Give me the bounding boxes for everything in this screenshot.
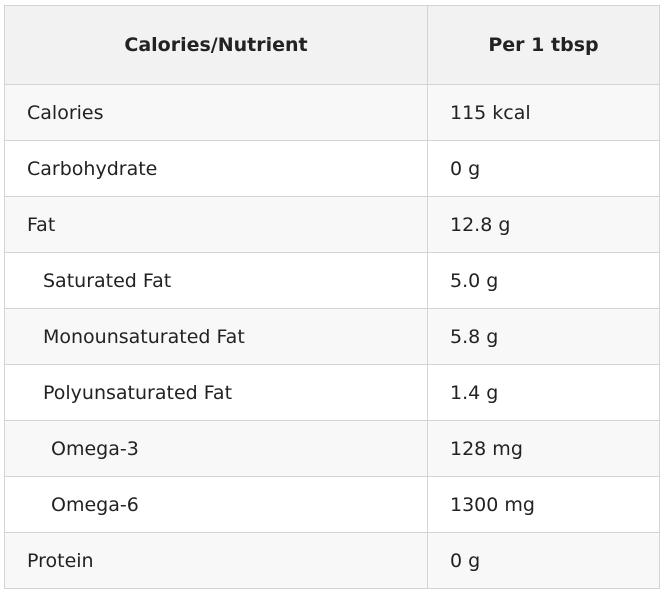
cell: 128 mg: [427, 420, 660, 477]
cell: Polyunsaturated Fat: [4, 364, 428, 421]
cell: Calories: [4, 84, 428, 141]
cell: 0 g: [427, 532, 660, 589]
nutrient-table: Calories/Nutrient Per 1 tbsp Calories 115…: [4, 5, 660, 589]
cell: Omega-6: [4, 476, 428, 533]
row: Monounsaturated Fat 5.8 g: [4, 308, 660, 365]
header-cell: Calories/Nutrient: [4, 5, 428, 85]
cell: Saturated Fat: [4, 252, 428, 309]
row: Omega-6 1300 mg: [4, 476, 660, 533]
cell: 1300 mg: [427, 476, 660, 533]
cell: Fat: [4, 196, 428, 253]
cell: 1.4 g: [427, 364, 660, 421]
cell: 12.8 g: [427, 196, 660, 253]
cell: Carbohydrate: [4, 140, 428, 197]
row: Fat 12.8 g: [4, 196, 660, 253]
row: Carbohydrate 0 g: [4, 140, 660, 197]
header-row: Calories/Nutrient Per 1 tbsp: [4, 5, 660, 85]
cell: 5.0 g: [427, 252, 660, 309]
cell: Protein: [4, 532, 428, 589]
row: Calories 115 kcal: [4, 84, 660, 141]
cell: 0 g: [427, 140, 660, 197]
cell: 115 kcal: [427, 84, 660, 141]
cell: 5.8 g: [427, 308, 660, 365]
cell: Monounsaturated Fat: [4, 308, 428, 365]
row: Saturated Fat 5.0 g: [4, 252, 660, 309]
cell: Omega-3: [4, 420, 428, 477]
row: Protein 0 g: [4, 532, 660, 589]
header-cell: Per 1 tbsp: [427, 5, 660, 85]
row: Omega-3 128 mg: [4, 420, 660, 477]
row: Polyunsaturated Fat 1.4 g: [4, 364, 660, 421]
